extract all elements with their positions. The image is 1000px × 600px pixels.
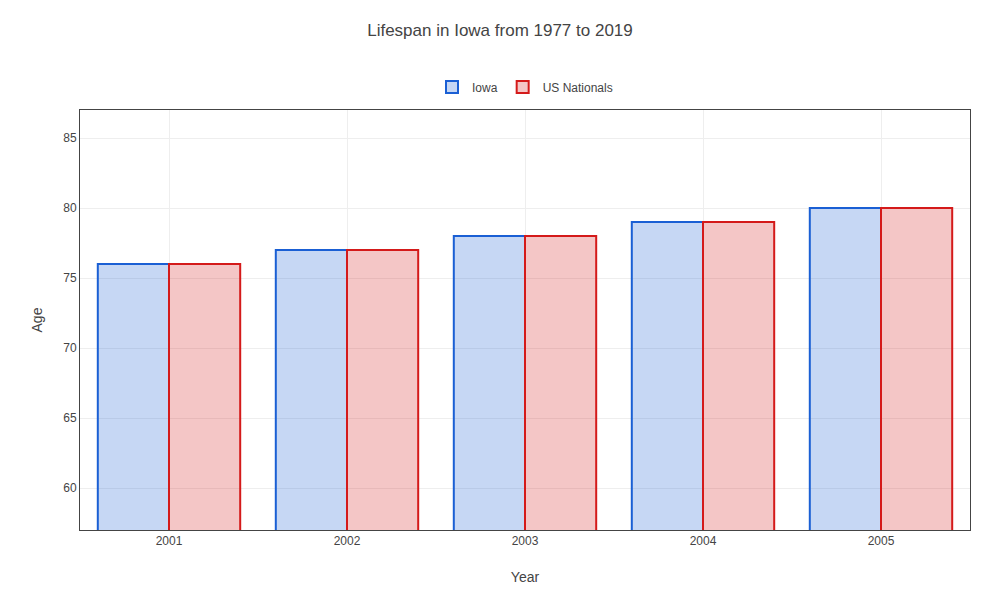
svg-text:Age: Age (29, 307, 45, 332)
svg-text:80: 80 (63, 201, 77, 215)
svg-text:US Nationals: US Nationals (543, 81, 613, 95)
svg-text:Iowa: Iowa (472, 81, 498, 95)
svg-text:Year: Year (511, 569, 540, 585)
svg-text:Lifespan in Iowa from 1977 to: Lifespan in Iowa from 1977 to 2019 (367, 21, 633, 40)
svg-text:60: 60 (63, 481, 77, 495)
svg-text:2005: 2005 (868, 534, 895, 548)
svg-text:70: 70 (63, 341, 77, 355)
svg-text:2001: 2001 (156, 534, 183, 548)
svg-text:2002: 2002 (334, 534, 361, 548)
svg-text:75: 75 (63, 271, 77, 285)
svg-text:85: 85 (63, 131, 77, 145)
svg-text:2004: 2004 (690, 534, 717, 548)
svg-text:2003: 2003 (512, 534, 539, 548)
svg-text:65: 65 (63, 411, 77, 425)
